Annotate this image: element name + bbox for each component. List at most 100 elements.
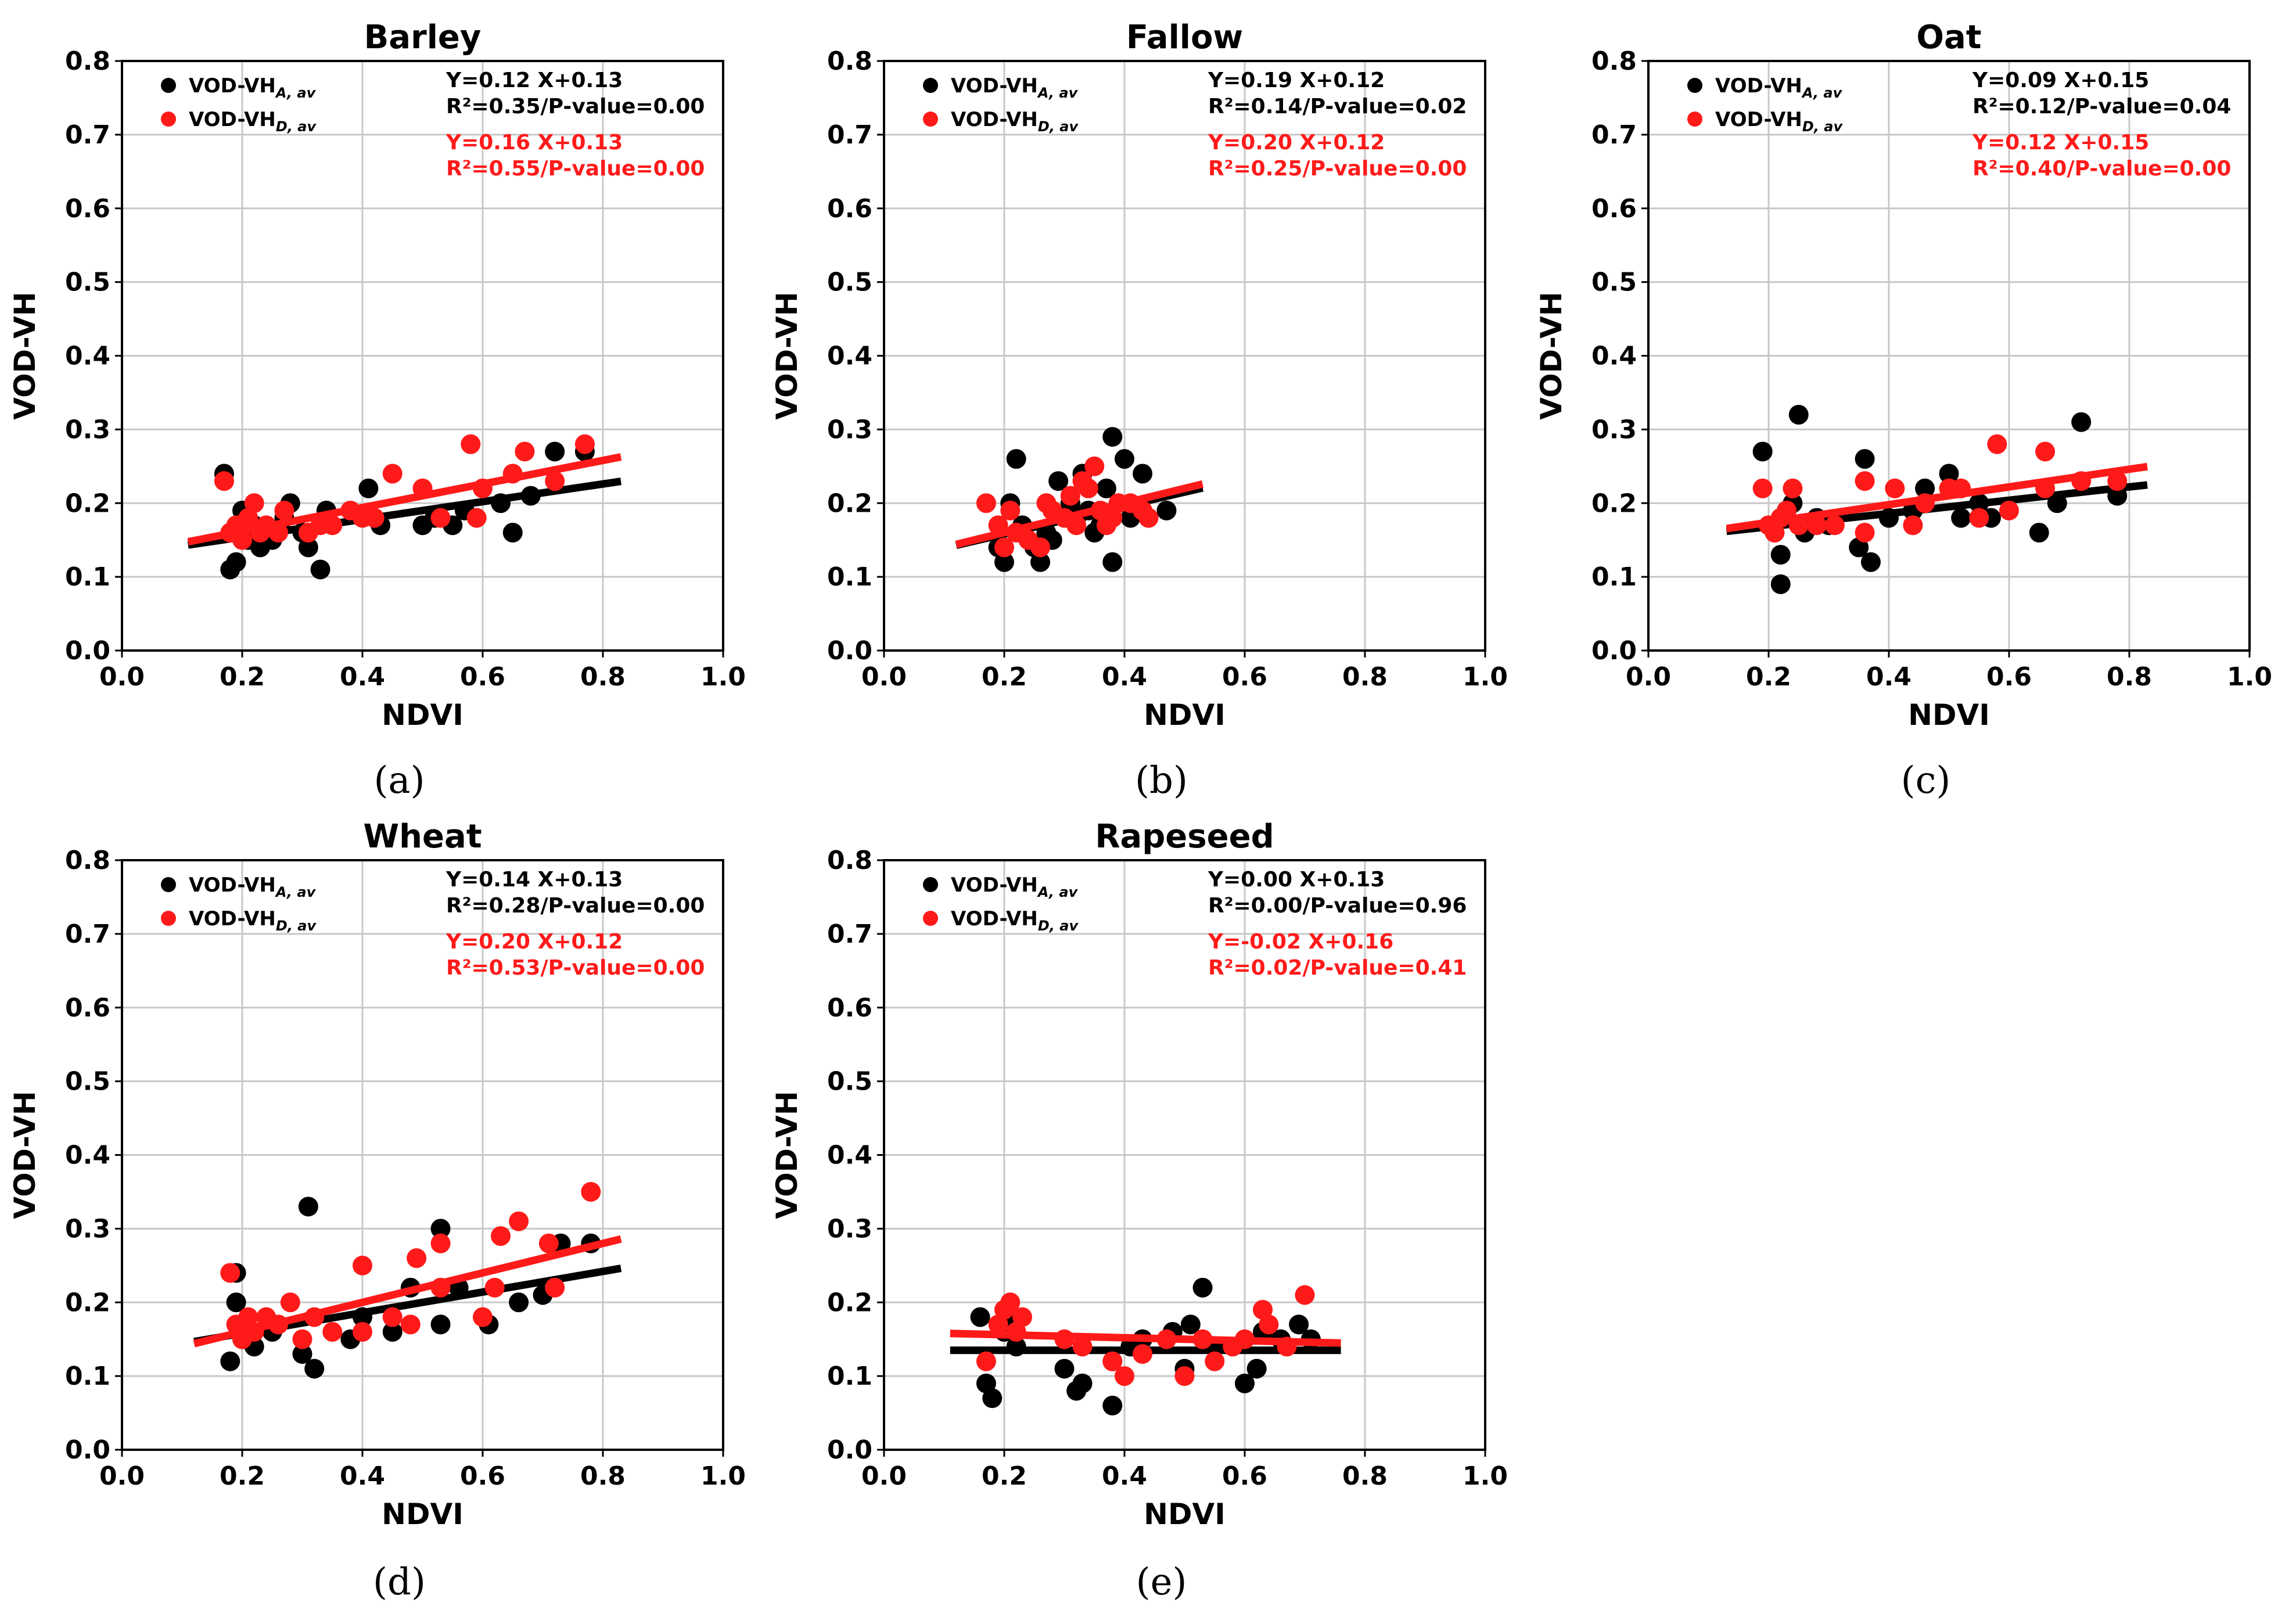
data-point	[1824, 515, 1845, 536]
data-point	[509, 1292, 529, 1313]
legend-marker	[161, 112, 176, 127]
data-point	[1048, 471, 1069, 491]
x-tick-label: 0.4	[340, 662, 385, 692]
x-tick-label: 1.0	[2227, 662, 2272, 692]
r2-pvalue-text: R²=0.14/P-value=0.02	[1208, 95, 1467, 118]
data-point	[1156, 500, 1177, 520]
y-tick-label: 0.0	[65, 636, 110, 666]
y-tick-label: 0.2	[65, 1288, 110, 1317]
y-tick-label: 0.3	[65, 1214, 110, 1244]
y-tick-label: 0.4	[1591, 342, 1637, 371]
legend-marker	[923, 78, 938, 93]
data-point	[2035, 441, 2056, 462]
x-tick-label: 0.6	[460, 662, 505, 692]
plot-frame	[883, 60, 1486, 652]
y-tick-label: 0.2	[827, 1288, 872, 1317]
data-point	[1205, 1351, 1225, 1371]
data-point	[1289, 1314, 1309, 1335]
data-point	[214, 471, 234, 491]
series-d-av	[193, 1181, 622, 1349]
y-axis-label: VOD-VH	[1535, 292, 1568, 419]
data-point	[982, 1388, 1003, 1409]
legend-entry: VOD-VHA, av	[951, 74, 1079, 101]
x-tick-label: 0.0	[99, 1461, 145, 1491]
plot-frame	[1647, 60, 2251, 652]
plot-frame	[121, 859, 724, 1451]
data-point	[1030, 552, 1051, 572]
data-point	[1138, 508, 1159, 528]
y-tick-label: 0.2	[1591, 488, 1637, 518]
x-tick-label: 0.0	[861, 662, 907, 692]
panel-caption: (b)	[1135, 759, 1188, 802]
data-point	[1855, 523, 1875, 542]
data-point	[364, 508, 385, 528]
data-point	[1102, 427, 1123, 447]
legend-entry: VOD-VHA, av	[189, 874, 317, 900]
y-tick-label: 0.5	[827, 268, 872, 297]
y-tick-label: 0.7	[827, 120, 872, 150]
r2-pvalue-text: R²=0.40/P-value=0.00	[1972, 157, 2231, 181]
data-point	[298, 537, 318, 558]
data-point	[430, 508, 451, 528]
data-point	[358, 478, 379, 498]
panel-caption: (e)	[1136, 1561, 1187, 1604]
y-tick-label: 0.5	[827, 1067, 872, 1097]
y-tick-label: 0.4	[827, 1141, 872, 1170]
y-tick-label: 0.6	[827, 993, 872, 1023]
x-tick-label: 0.0	[861, 1461, 907, 1491]
y-tick-label: 0.0	[827, 636, 872, 666]
y-tick-label: 0.8	[827, 846, 872, 875]
chart-fallow: 0.0 0.2 0.4 0.6 0.8 1.0 0.0 0.1 0.2 0.3 0.4 0.5 0.6 0…	[770, 19, 1508, 802]
regression-line	[950, 1330, 1341, 1347]
regression-equation: Y=-0.02 X+0.16	[1208, 930, 1393, 954]
chart-title: Wheat	[363, 818, 482, 856]
chart-title: Oat	[1916, 19, 1981, 56]
r2-pvalue-text: R²=0.02/P-value=0.41	[1208, 956, 1467, 980]
data-point	[1939, 464, 1959, 484]
data-point	[574, 434, 595, 454]
data-point	[1133, 1344, 1153, 1364]
data-point	[1054, 1359, 1075, 1379]
panel-caption: (c)	[1901, 759, 1951, 802]
data-point	[1000, 1292, 1021, 1313]
data-point	[322, 1322, 343, 1342]
data-point	[1903, 515, 1923, 536]
data-point	[244, 493, 264, 513]
plot-frame	[883, 859, 1486, 1451]
x-tick-label: 0.4	[1102, 662, 1147, 692]
y-tick-label: 0.2	[827, 488, 872, 518]
legend-entry: VOD-VHA, av	[189, 74, 317, 101]
data-point	[545, 1277, 565, 1298]
x-tick-label: 0.8	[1342, 1461, 1388, 1491]
data-point	[1060, 486, 1080, 506]
y-tick-label: 0.0	[1591, 636, 1637, 666]
data-point	[407, 1248, 427, 1269]
r2-pvalue-text: R²=0.53/P-value=0.00	[446, 956, 705, 980]
chart-title: Barley	[364, 19, 482, 56]
x-tick-label: 0.2	[982, 662, 1027, 692]
y-tick-label: 0.4	[65, 342, 110, 371]
legend-marker	[923, 877, 938, 892]
legend-entry: VOD-VHA, av	[1715, 74, 1843, 101]
data-point	[292, 1344, 312, 1364]
r2-pvalue-text: R²=0.25/P-value=0.00	[1208, 157, 1467, 181]
legend-entry: VOD-VHD, av	[1715, 108, 1843, 135]
data-point	[1752, 441, 1773, 462]
x-axis-label: NDVI	[1908, 698, 1990, 732]
legend-marker	[161, 911, 176, 926]
data-point	[280, 1292, 300, 1313]
x-tick-label: 0.8	[2107, 662, 2152, 692]
data-point	[220, 1351, 240, 1371]
data-point	[1078, 478, 1098, 498]
data-point	[1084, 456, 1105, 476]
data-point	[1999, 500, 2019, 520]
legend-marker	[1687, 78, 1702, 93]
data-point	[1770, 574, 1791, 594]
data-point	[1192, 1277, 1213, 1298]
y-tick-label: 0.3	[1591, 415, 1637, 444]
data-point	[1885, 478, 1905, 498]
regression-line	[187, 453, 622, 546]
x-tick-label: 0.0	[99, 662, 145, 692]
data-point	[509, 1211, 529, 1231]
data-point	[1855, 449, 1875, 469]
